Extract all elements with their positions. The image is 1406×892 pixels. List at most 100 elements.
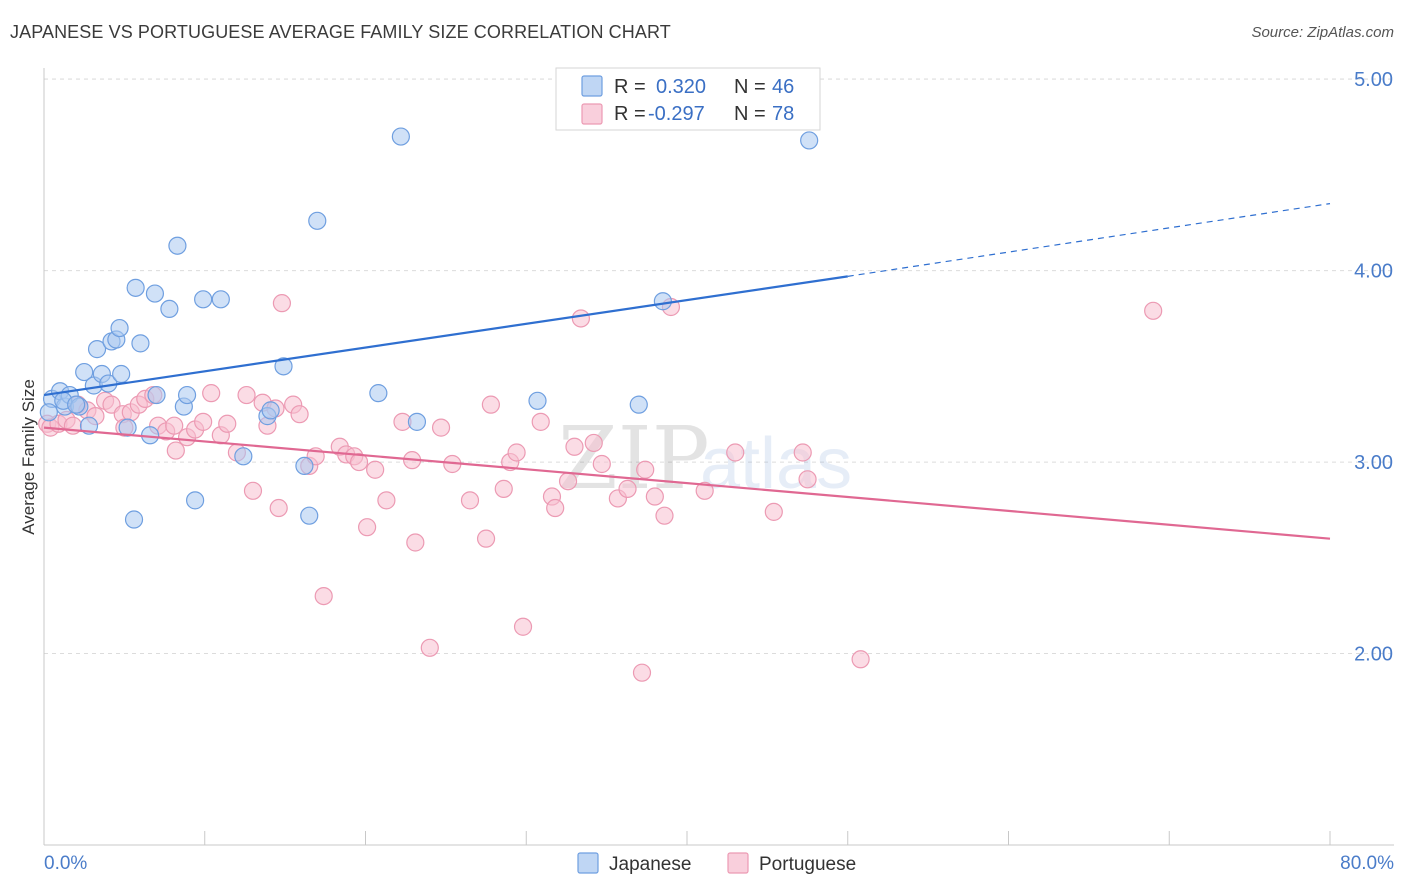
japanese-point	[407, 412, 427, 431]
japanese-point	[131, 334, 150, 353]
japanese-point	[234, 447, 253, 466]
japanese-points	[39, 127, 819, 529]
series-legend: Japanese Portuguese	[577, 852, 856, 875]
japanese-point	[211, 290, 230, 309]
y-tick-labels: 2.00 3.00 4.00 5.00	[1354, 69, 1393, 665]
legend-swatch-portuguese	[581, 103, 603, 125]
japanese-point	[308, 211, 327, 230]
japanese-point	[79, 416, 99, 435]
legend-n-label-portuguese: N =	[734, 103, 766, 125]
japanese-trend-extension	[847, 203, 1331, 277]
chart-title: JAPANESE VS PORTUGUESE AVERAGE FAMILY SI…	[10, 22, 671, 42]
portuguese-point	[481, 395, 500, 414]
x-tick-labels: 0.0% 80.0%	[44, 853, 1394, 874]
japanese-point	[528, 391, 547, 410]
portuguese-point	[571, 309, 591, 328]
portuguese-point	[531, 412, 550, 431]
japanese-point	[177, 385, 197, 405]
portuguese-point	[269, 498, 288, 518]
chart-source: Source: ZipAtlas.com	[1251, 24, 1394, 41]
portuguese-trend-line	[43, 426, 1331, 540]
japanese-point	[369, 384, 388, 403]
portuguese-point	[314, 586, 333, 606]
japanese-point	[118, 418, 137, 437]
japanese-trend-line	[43, 275, 848, 397]
japanese-point	[274, 357, 293, 376]
y-axis-title: Average Family Size	[19, 379, 38, 535]
bottom-legend-portuguese: Portuguese	[759, 854, 856, 875]
portuguese-point	[618, 479, 637, 498]
portuguese-point	[272, 294, 292, 313]
portuguese-point	[366, 460, 385, 479]
portuguese-point	[290, 405, 309, 424]
japanese-point	[800, 131, 819, 150]
japanese-point	[124, 510, 144, 529]
portuguese-point	[420, 638, 439, 657]
japanese-point	[194, 290, 213, 309]
japanese-point	[261, 401, 280, 420]
x-tick-label: 0.0%	[44, 853, 87, 874]
portuguese-point	[565, 437, 584, 456]
y-tick-label: 2.00	[1354, 644, 1393, 666]
portuguese-point	[165, 416, 184, 435]
japanese-point	[112, 364, 131, 384]
japanese-point	[186, 491, 205, 510]
portuguese-point	[513, 617, 533, 636]
japanese-point	[391, 127, 410, 146]
grid-lines	[44, 78, 1394, 655]
portuguese-point	[1144, 301, 1163, 320]
portuguese-point	[793, 443, 812, 462]
portuguese-point	[507, 443, 526, 462]
japanese-point	[653, 292, 672, 311]
legend-swatch-japanese	[581, 75, 603, 97]
japanese-point	[39, 403, 58, 422]
portuguese-point	[377, 491, 396, 510]
x-axis-ticks	[43, 831, 1331, 845]
portuguese-point	[592, 454, 611, 474]
portuguese-point	[558, 472, 578, 491]
portuguese-point	[431, 418, 451, 437]
japanese-point	[87, 340, 107, 359]
portuguese-point	[406, 533, 425, 552]
portuguese-point	[798, 470, 817, 489]
legend-r-value-japanese: 0.320	[656, 76, 706, 98]
watermark-atlas: atlas	[700, 424, 852, 504]
bottom-legend-swatch-portuguese	[727, 852, 749, 874]
portuguese-point	[358, 518, 377, 537]
portuguese-point	[194, 412, 213, 431]
portuguese-point	[349, 452, 369, 472]
japanese-point	[145, 284, 165, 303]
correlation-legend: R = 0.320 N = 46 R = -0.297 N = 78	[555, 67, 821, 131]
x-tick-label: 80.0%	[1340, 853, 1394, 874]
japanese-point	[126, 278, 145, 297]
portuguese-point	[460, 491, 480, 510]
japanese-point	[110, 318, 129, 338]
portuguese-point	[632, 663, 652, 682]
trend-lines	[43, 203, 1331, 540]
portuguese-point	[655, 506, 674, 525]
bottom-legend-swatch-japanese	[577, 852, 599, 874]
legend-n-value-japanese: 46	[772, 76, 794, 98]
japanese-point	[75, 362, 94, 382]
japanese-point	[300, 506, 319, 525]
portuguese-point	[645, 487, 664, 506]
y-tick-label: 3.00	[1354, 452, 1393, 474]
japanese-point	[168, 236, 187, 255]
portuguese-point	[202, 384, 221, 403]
portuguese-point	[243, 481, 263, 500]
portuguese-point	[764, 502, 783, 521]
portuguese-point	[726, 443, 745, 462]
bottom-legend-japanese: Japanese	[609, 854, 691, 875]
japanese-point	[160, 299, 179, 319]
legend-r-label-japanese: R =	[614, 76, 646, 98]
japanese-point	[629, 395, 648, 414]
portuguese-point	[218, 414, 237, 433]
portuguese-point	[695, 481, 714, 500]
portuguese-point	[636, 460, 655, 479]
legend-r-value-portuguese: -0.297	[648, 103, 705, 125]
portuguese-point	[237, 385, 256, 405]
portuguese-point	[546, 498, 565, 518]
portuguese-point	[494, 479, 513, 498]
japanese-point	[67, 395, 86, 414]
